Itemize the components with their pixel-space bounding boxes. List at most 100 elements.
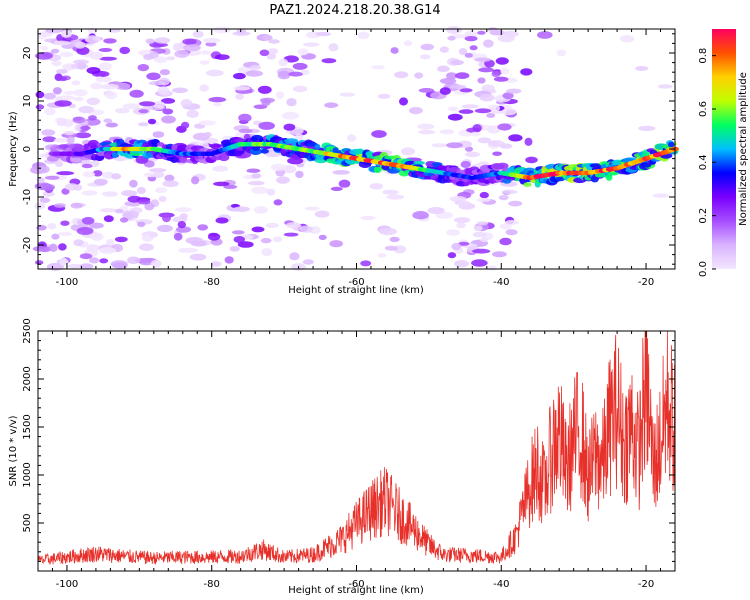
- spectrogram-cell: [143, 54, 154, 61]
- spectrogram-cell: [277, 70, 291, 80]
- spectrogram-cell: [497, 123, 512, 131]
- spectrogram-cell: [178, 248, 189, 253]
- spectrogram-cell: [390, 47, 399, 54]
- spectrogram-cell: [58, 76, 68, 82]
- spectrogram-cell: [497, 34, 515, 43]
- spectrogram-cell: [129, 179, 138, 188]
- spectrogram-cell: [257, 85, 272, 94]
- spectrogram-cell: [439, 46, 449, 53]
- spectrogram-cell: [292, 85, 308, 93]
- spectrogram-cell: [190, 240, 207, 247]
- spectrogram-cell: [417, 129, 436, 135]
- spectrogram-cell: [34, 202, 46, 210]
- spectrogram-cell: [479, 93, 495, 102]
- spectrogram-cell: [137, 122, 149, 127]
- spectrogram-cell: [460, 161, 471, 168]
- spectrogram-cell: [154, 187, 168, 194]
- spectrogram-cell: [208, 96, 227, 103]
- spectrogram-cell: [464, 36, 478, 42]
- spectrogram-ytick-label: -20: [22, 237, 33, 253]
- spectrogram-cell: [182, 38, 197, 45]
- spectrogram-cell: [477, 137, 492, 144]
- spectrogram-cell: [360, 215, 376, 221]
- spectrogram-cell: [262, 34, 273, 41]
- spectrogram-cell: [446, 142, 463, 149]
- spectrogram-cell: [439, 77, 457, 85]
- spectrogram-cell: [112, 262, 128, 269]
- spectrogram-cell: [50, 48, 60, 54]
- spectrogram-cell: [447, 252, 457, 259]
- spectrogram-cell: [159, 90, 172, 96]
- spectrogram-cell: [608, 171, 619, 176]
- spectrogram-cell: [231, 230, 245, 235]
- spectrogram-cell: [451, 242, 462, 251]
- spectrogram-cell: [44, 107, 56, 116]
- spectrogram-cell: [281, 111, 300, 120]
- spectrogram-cell: [447, 113, 463, 121]
- spectrogram-cell: [103, 118, 113, 123]
- spectrogram-cell: [99, 258, 109, 264]
- spectrogram-cell: [224, 256, 234, 264]
- spectrogram-cell: [213, 26, 231, 34]
- spectrogram-cell: [127, 256, 141, 264]
- spectrogram-cell: [153, 171, 165, 178]
- spectrogram-cell: [297, 48, 309, 56]
- spectrogram-cell: [525, 156, 538, 164]
- spectrogram-cell: [79, 253, 93, 260]
- spectrogram-cell: [245, 70, 263, 77]
- spectrogram-cell: [504, 220, 519, 225]
- spectrogram-cell: [273, 199, 283, 206]
- spectrogram-cell: [90, 232, 104, 241]
- spectrogram-cell: [270, 163, 287, 171]
- spectrogram-cell: [122, 103, 140, 110]
- spectrogram-xtick-label: -60: [348, 277, 364, 288]
- spectrogram-cell: [199, 84, 210, 92]
- spectrogram-cell: [43, 92, 56, 100]
- spectrogram-cell: [54, 138, 69, 143]
- spectrogram-cell: [446, 229, 461, 236]
- spectrogram-cell: [458, 48, 468, 55]
- spectrogram-cell: [524, 137, 533, 146]
- spectrogram-cell: [59, 257, 68, 266]
- snr-ytick-label: 2500: [22, 318, 33, 343]
- snr-ytick-label: 500: [22, 513, 33, 532]
- snr-xtick-label: -40: [493, 579, 509, 590]
- spectrogram-cell: [389, 236, 400, 242]
- spectrogram-cell: [508, 200, 523, 207]
- spectrogram-cell: [236, 28, 247, 34]
- spectrogram-cell: [115, 82, 131, 90]
- spectrogram-cell: [394, 71, 409, 79]
- spectrogram-cell: [487, 27, 499, 33]
- spectrogram-cell: [203, 37, 221, 44]
- spectrogram-cell: [192, 30, 204, 38]
- spectrogram-cell: [171, 87, 188, 94]
- spectrogram-cell: [413, 160, 425, 165]
- spectrogram-cell: [471, 131, 481, 137]
- spectrogram-cell: [177, 221, 186, 229]
- spectrogram-cell: [299, 225, 313, 233]
- spectrogram-cell: [501, 189, 518, 195]
- spectrogram-cell: [166, 56, 176, 61]
- spectrogram-cell: [160, 98, 176, 104]
- spectrogram-cell: [51, 60, 62, 67]
- snr-xlabel: Height of straight line (km): [288, 585, 424, 596]
- spectrogram-cell: [249, 64, 262, 70]
- spectrogram-cell: [213, 102, 222, 107]
- spectrogram-cell: [491, 70, 501, 78]
- snr-ticks: -100 -80 -60 -40 -20 500 1000 1500 2000 2500: [22, 318, 676, 590]
- spectrogram-cell: [458, 241, 470, 246]
- spectrogram-cell: [267, 48, 279, 55]
- spectrogram-cell: [480, 237, 489, 243]
- spectrogram-ytick-label: 10: [22, 95, 33, 108]
- spectrogram-cell: [439, 87, 451, 95]
- spectrogram-cell: [275, 91, 285, 99]
- spectrogram-cell: [162, 214, 171, 223]
- spectrogram-cell: [399, 97, 408, 106]
- snr-xtick-label: -80: [204, 579, 220, 590]
- spectrogram-cell: [197, 224, 209, 231]
- spectrogram-cell: [32, 246, 49, 252]
- spectrogram-cell: [605, 173, 613, 181]
- spectrogram-cell: [89, 51, 103, 60]
- spectrogram-cell: [472, 248, 491, 254]
- spectrogram-cell: [495, 57, 509, 65]
